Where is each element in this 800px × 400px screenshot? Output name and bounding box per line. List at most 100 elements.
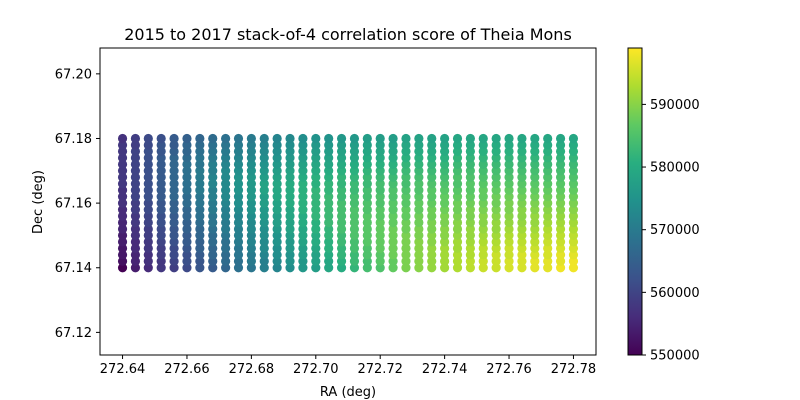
data-point [543,166,553,176]
data-point [543,140,553,150]
data-point [452,192,463,202]
data-point [272,146,282,157]
data-point [311,224,321,234]
data-point [362,230,372,241]
data-point [427,159,437,169]
data-point [156,243,166,253]
data-point [401,133,411,144]
data-point [156,198,166,208]
data-point [375,140,385,150]
data-point [259,140,269,150]
data-point [375,179,385,189]
data-point [130,153,141,163]
data-point [208,256,218,266]
data-point [117,211,128,221]
data-point [117,250,128,260]
data-point [259,250,269,260]
data-point [246,185,256,195]
data-point [349,243,360,253]
data-point [362,172,372,182]
data-point [311,204,321,215]
data-point [324,224,334,234]
data-point [221,230,231,241]
data-point [491,166,501,176]
data-point [440,159,450,169]
data-point [143,179,153,189]
data-point [478,179,488,189]
data-point [143,217,153,228]
data-point [465,256,475,266]
data-point [272,256,282,266]
data-point [130,140,141,150]
data-point [427,133,437,144]
data-point [169,192,179,202]
data-point [375,250,385,260]
data-point [324,256,334,266]
data-point [285,211,295,221]
data-point [324,179,334,189]
data-point [156,185,166,195]
data-point [504,211,514,221]
data-point [246,146,256,157]
y-tick-label: 67.20 [55,67,92,82]
data-point [208,172,218,182]
data-point [517,140,527,150]
data-point [465,243,475,253]
data-point [517,198,527,208]
data-point [285,243,295,253]
data-point [311,250,321,260]
data-point [465,179,475,189]
data-point [530,179,540,189]
data-point [349,237,360,247]
data-point [349,146,360,157]
data-point [543,185,553,195]
data-point [452,172,463,182]
data-point [427,204,437,215]
data-point [427,237,437,247]
data-point [375,211,385,221]
data-point [143,256,153,266]
data-point [427,230,437,241]
data-point [362,133,372,144]
data-point [336,263,347,273]
data-point [311,172,321,182]
data-point [208,250,218,260]
data-point [414,153,424,163]
data-point [311,230,321,241]
data-point [530,256,540,266]
data-point [311,192,321,202]
data-point [452,211,463,221]
data-point [388,192,398,202]
data-point [311,243,321,253]
data-point [349,192,360,202]
data-point [221,217,231,228]
data-point [427,172,437,182]
data-point [208,185,218,195]
data-point [543,230,553,241]
data-point [491,204,501,215]
data-point [427,243,437,253]
data-point [195,140,205,150]
colorbar-tick-label: 590000 [650,98,700,113]
data-point [117,256,128,266]
data-point [324,140,334,150]
data-point [117,153,128,163]
data-point [324,192,334,202]
data-point [117,224,128,234]
data-point [298,224,308,234]
data-point [530,237,540,247]
data-point [414,243,424,253]
data-point [440,172,450,182]
data-point [568,230,579,241]
data-point [130,243,141,253]
data-point [259,166,269,176]
data-point [156,146,166,157]
data-point [233,179,244,189]
data-point [478,140,488,150]
data-point [491,250,501,260]
data-point [169,263,179,273]
data-point [543,146,553,157]
data-point [465,204,475,215]
data-point [143,140,153,150]
